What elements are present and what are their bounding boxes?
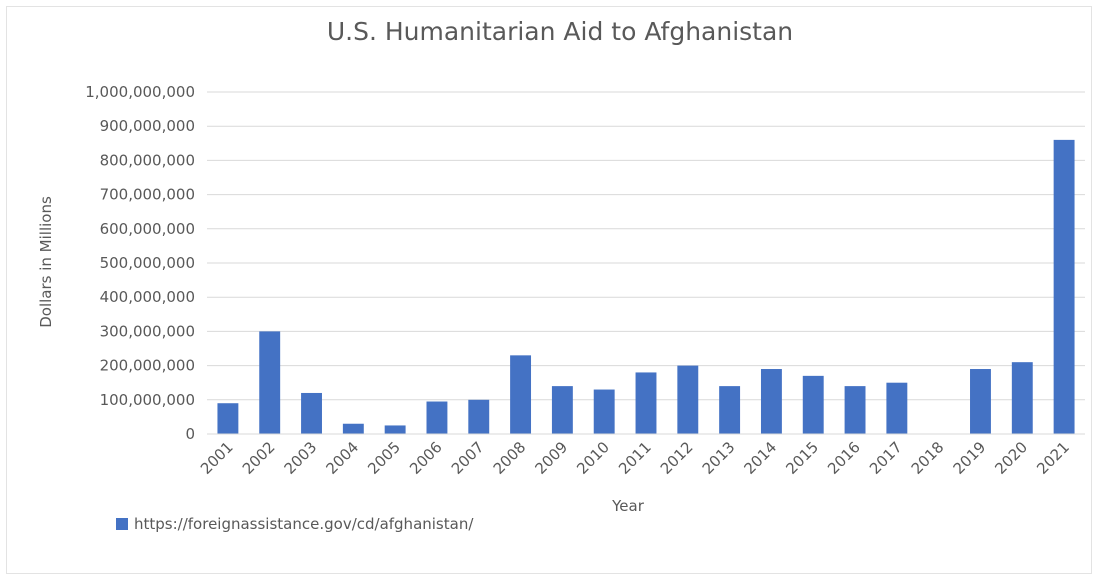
y-tick-label: 0 (185, 425, 195, 443)
y-tick-label: 600,000,000 (100, 220, 195, 238)
x-tick-label: 2016 (824, 438, 864, 478)
x-tick-label: 2004 (322, 438, 362, 478)
legend: https://foreignassistance.gov/cd/afghani… (116, 515, 474, 533)
x-tick-label: 2008 (490, 438, 530, 478)
bar-2015 (802, 375, 824, 434)
x-tick-label: 2012 (657, 438, 697, 478)
x-tick-label: 2017 (866, 438, 906, 478)
x-tick-label: 2014 (741, 438, 781, 478)
bar-2007 (468, 399, 490, 434)
x-tick-label: 2009 (531, 438, 571, 478)
y-tick-label: 900,000,000 (100, 117, 195, 135)
bar-2020 (1011, 362, 1033, 434)
y-tick-label: 800,000,000 (100, 151, 195, 169)
bar-2013 (719, 386, 741, 434)
y-tick-label: 200,000,000 (100, 357, 195, 375)
x-tick-label: 2020 (991, 438, 1031, 478)
bar-2011 (635, 372, 657, 434)
grid-lines (207, 91, 1085, 401)
x-tick-label: 2006 (406, 438, 446, 478)
bar-2009 (551, 386, 573, 434)
x-axis-label: Year (611, 497, 645, 515)
y-tick-label: 300,000,000 (100, 322, 195, 340)
bar-2005 (384, 425, 406, 434)
bar-2001 (217, 403, 239, 434)
bar-2004 (342, 423, 364, 434)
x-tick-label: 2015 (782, 438, 822, 478)
y-tick-label: 500,000,000 (100, 254, 195, 272)
x-tick-label: 2011 (615, 438, 655, 478)
bar-2006 (426, 401, 448, 434)
x-tick-label: 2010 (573, 438, 613, 478)
legend-swatch (116, 518, 128, 530)
x-tick-label: 2013 (699, 438, 739, 478)
bar-2014 (760, 369, 782, 434)
y-tick-label: 400,000,000 (100, 288, 195, 306)
x-tick-label: 2007 (448, 438, 488, 478)
bar-2012 (677, 365, 699, 434)
x-tick-label: 2019 (950, 438, 990, 478)
x-tick-label: 2021 (1033, 438, 1073, 478)
bar-2017 (886, 382, 908, 434)
chart-title: U.S. Humanitarian Aid to Afghanistan (327, 17, 793, 46)
legend-label: https://foreignassistance.gov/cd/afghani… (134, 515, 474, 533)
bar-2016 (844, 386, 866, 434)
y-tick-label: 100,000,000 (100, 391, 195, 409)
y-tick-label: 700,000,000 (100, 186, 195, 204)
bar-2010 (593, 389, 615, 434)
bars (217, 139, 1075, 434)
y-tick-label: 1,000,000,000 (85, 83, 195, 101)
bar-2021 (1053, 139, 1075, 434)
bar-2002 (259, 331, 281, 434)
y-axis-label: Dollars in Millions (37, 196, 55, 328)
y-axis-ticks: 0 100,000,000 200,000,000 300,000,000 400,00… (85, 83, 195, 443)
bar-2008 (510, 355, 532, 434)
x-tick-label: 2002 (239, 438, 279, 478)
chart-frame (6, 6, 1092, 574)
x-tick-label: 2003 (281, 438, 321, 478)
x-tick-label: 2005 (364, 438, 404, 478)
x-axis-ticks: 2001 2002 2003 2004 2005 2006 2007 2008 2009 2010… (197, 438, 1073, 478)
bar-2003 (301, 392, 322, 434)
x-tick-label: 2018 (908, 438, 948, 478)
bar-2019 (970, 369, 991, 434)
x-tick-label: 2001 (197, 438, 237, 478)
